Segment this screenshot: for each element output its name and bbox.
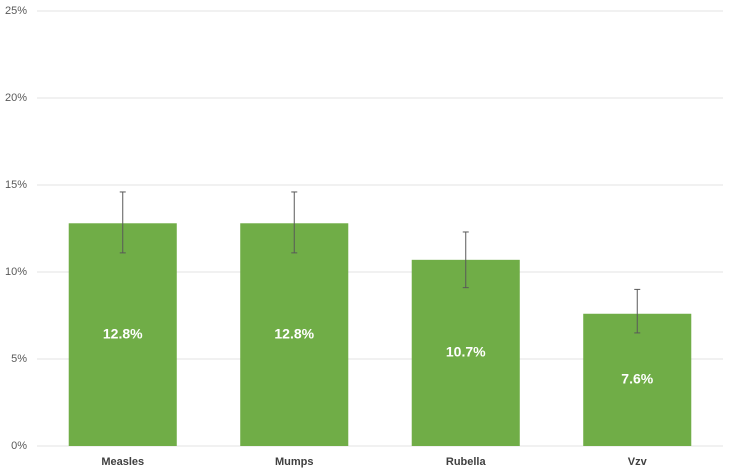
bar	[411, 259, 520, 446]
y-tick-label: 0%	[11, 440, 27, 452]
x-tick-label: Vzv	[628, 456, 648, 468]
y-tick-label: 15%	[5, 179, 27, 191]
y-tick-label: 10%	[5, 266, 27, 278]
x-tick-label: Mumps	[275, 456, 314, 468]
data-label: 12.8%	[274, 325, 314, 341]
y-tick-label: 5%	[11, 353, 27, 365]
x-tick-label: Rubella	[446, 456, 487, 468]
x-tick-label: Measles	[101, 456, 144, 468]
data-label: 7.6%	[621, 371, 653, 387]
bar	[583, 313, 692, 446]
bar	[68, 223, 177, 446]
data-label: 12.8%	[103, 325, 143, 341]
y-tick-label: 20%	[5, 92, 27, 104]
y-tick-label: 25%	[5, 5, 27, 17]
bar	[240, 223, 349, 446]
data-label: 10.7%	[446, 344, 486, 360]
